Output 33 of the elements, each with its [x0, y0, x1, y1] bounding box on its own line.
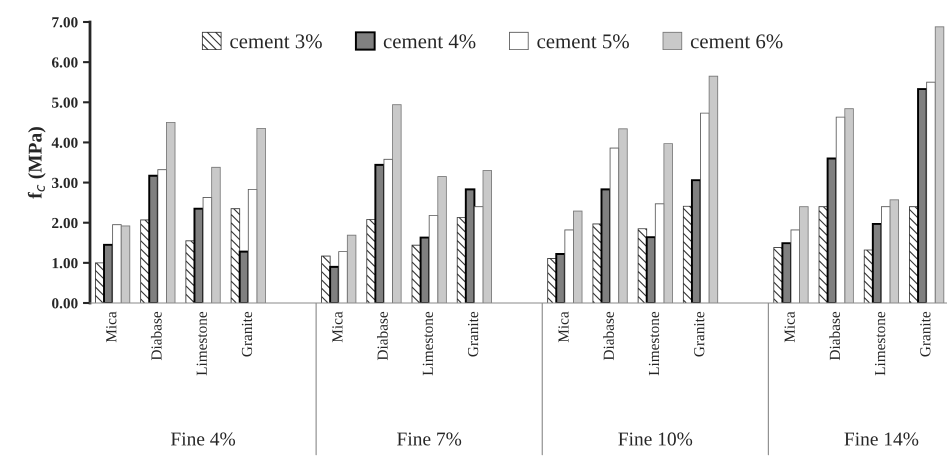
x-tick-label: Diabase — [150, 312, 162, 360]
y-tick-label: 2.00 — [52, 218, 78, 228]
x-tick-label: Mica — [784, 312, 795, 342]
x-tick-label: Diabase — [603, 312, 614, 360]
x-tick-label: Mica — [106, 312, 116, 342]
x-tick-label: Granite — [694, 312, 704, 357]
y-tick-label: 0.00 — [52, 298, 78, 309]
text: Fine 10% — [618, 432, 692, 446]
text: Fine 14% — [844, 432, 918, 446]
x-tick-label: Diabase — [377, 312, 388, 360]
x-tick-label: Limestone — [648, 312, 660, 376]
y-tick-label: 4.00 — [52, 138, 78, 148]
text: Fine 4% — [170, 432, 236, 446]
legend-label: cement 5% — [537, 34, 629, 48]
y-axis-title: f$_{c}$ (MPa) — [28, 127, 46, 199]
legend-label: cement 3% — [230, 34, 322, 48]
x-tick-label: Mica — [332, 312, 343, 342]
x-tick-label: Granite — [920, 312, 930, 357]
x-tick-label: Limestone — [422, 312, 434, 376]
y-tick-label: 6.00 — [52, 57, 78, 68]
y-tick-label: 7.00 — [52, 17, 78, 28]
legend-label: cement 6% — [690, 34, 783, 48]
x-tick-label: Granite — [468, 312, 478, 357]
x-tick-label: Limestone — [196, 312, 207, 376]
x-tick-label: Limestone — [874, 312, 886, 376]
x-tick-label: Diabase — [829, 312, 840, 360]
legend-label: cement 4% — [384, 34, 476, 48]
x-tick-label: Mica — [558, 312, 569, 342]
text: Fine 7% — [397, 432, 462, 446]
y-tick-label: 5.00 — [52, 97, 78, 108]
y-tick-label: 1.00 — [52, 258, 78, 268]
y-tick-label: 3.00 — [52, 178, 78, 188]
x-tick-label: Granite — [242, 312, 252, 357]
